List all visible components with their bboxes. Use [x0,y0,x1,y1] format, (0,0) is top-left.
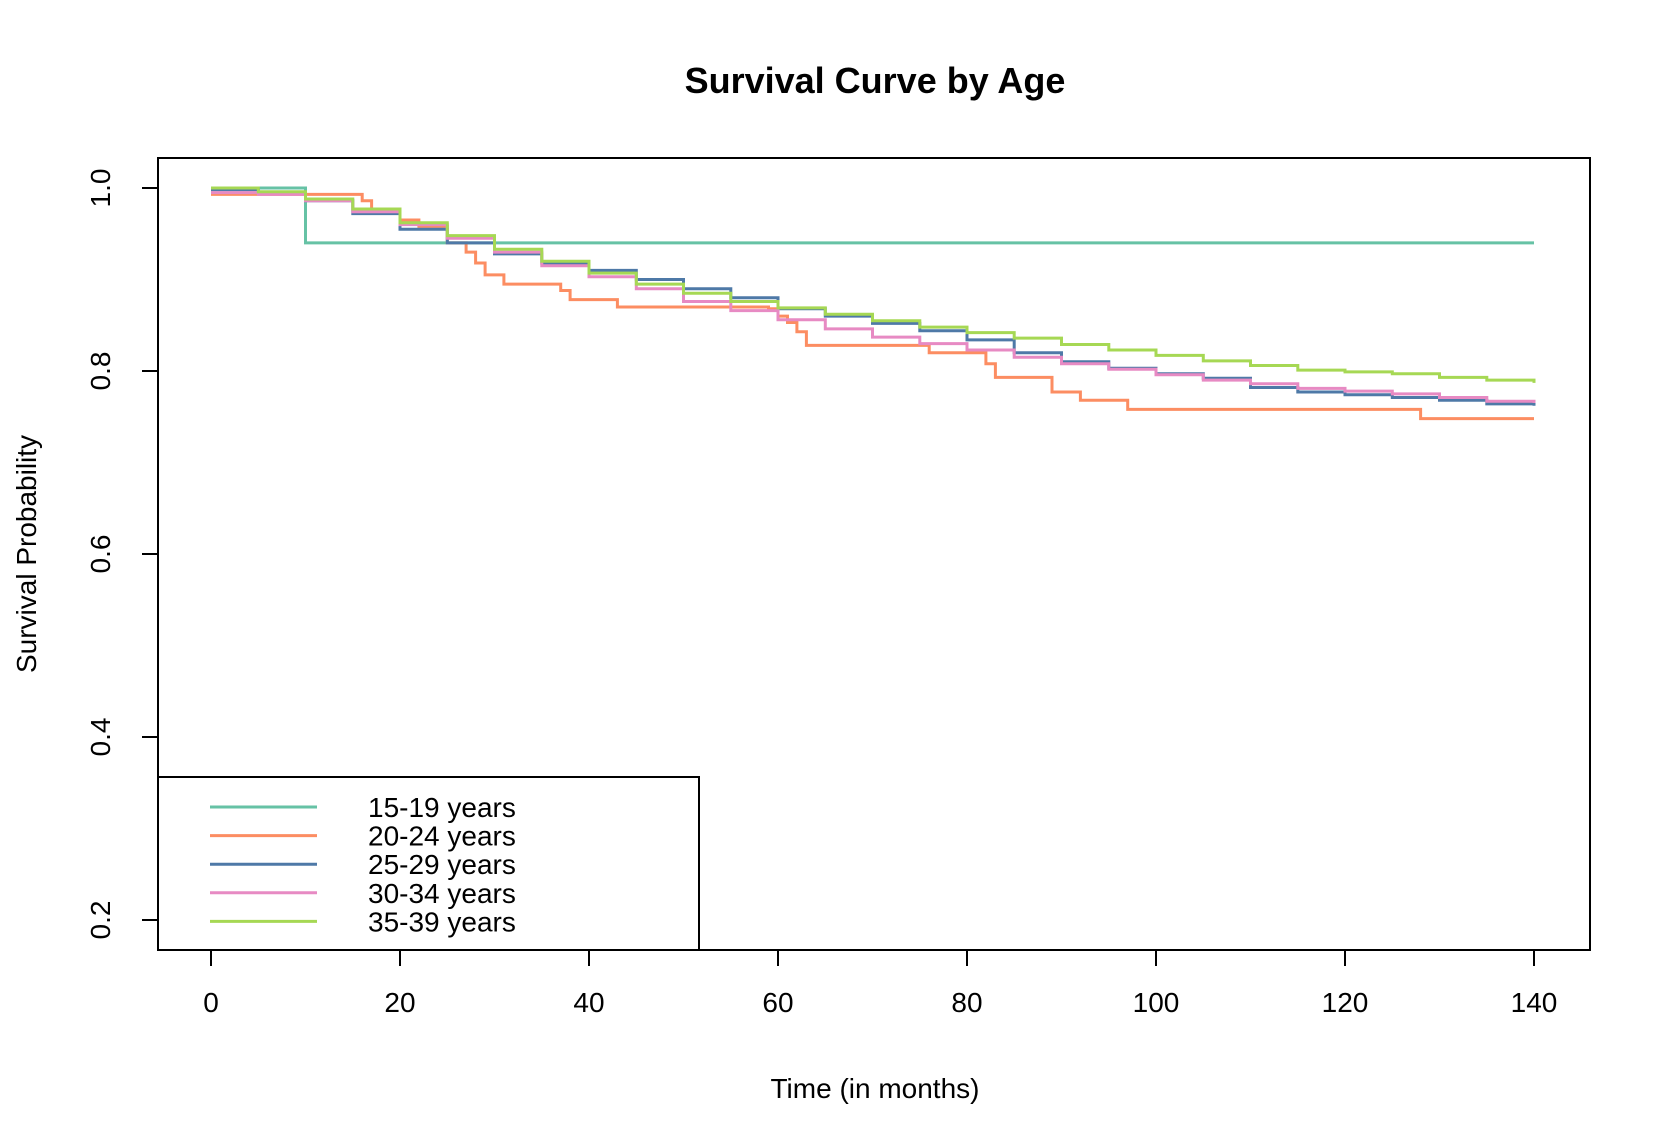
y-tick-label: 0.2 [85,901,116,940]
y-axis-label: Survival Probability [11,435,42,673]
x-axis: 0 20 40 60 80 100 120 140 [203,949,1558,1018]
x-tick-label: 100 [1133,987,1180,1018]
x-tick-label: 140 [1511,987,1558,1018]
x-tick-label: 40 [573,987,604,1018]
y-axis: 0.2 0.4 0.6 0.8 1.0 [85,169,159,940]
x-tick-label: 0 [203,987,219,1018]
chart-title: Survival Curve by Age [685,60,1066,101]
legend-label-2: 20-24 years [368,821,516,852]
y-tick-label: 0.4 [85,718,116,757]
x-axis-label: Time (in months) [770,1073,979,1104]
y-tick-label: 1.0 [85,169,116,208]
x-tick-label: 120 [1322,987,1369,1018]
legend-label-3: 25-29 years [368,849,516,880]
legend-label-1: 15-19 years [368,792,516,823]
series-line-1 [211,186,1534,245]
legend-label-5: 35-39 years [368,906,516,937]
x-tick-label: 20 [384,987,415,1018]
y-tick-label: 0.8 [85,352,116,391]
series-line-5 [211,186,1536,383]
x-tick-label: 80 [951,987,982,1018]
x-tick-label: 60 [762,987,793,1018]
series-layer [211,186,1536,421]
y-tick-label: 0.6 [85,535,116,574]
legend-label-4: 30-34 years [368,878,516,909]
